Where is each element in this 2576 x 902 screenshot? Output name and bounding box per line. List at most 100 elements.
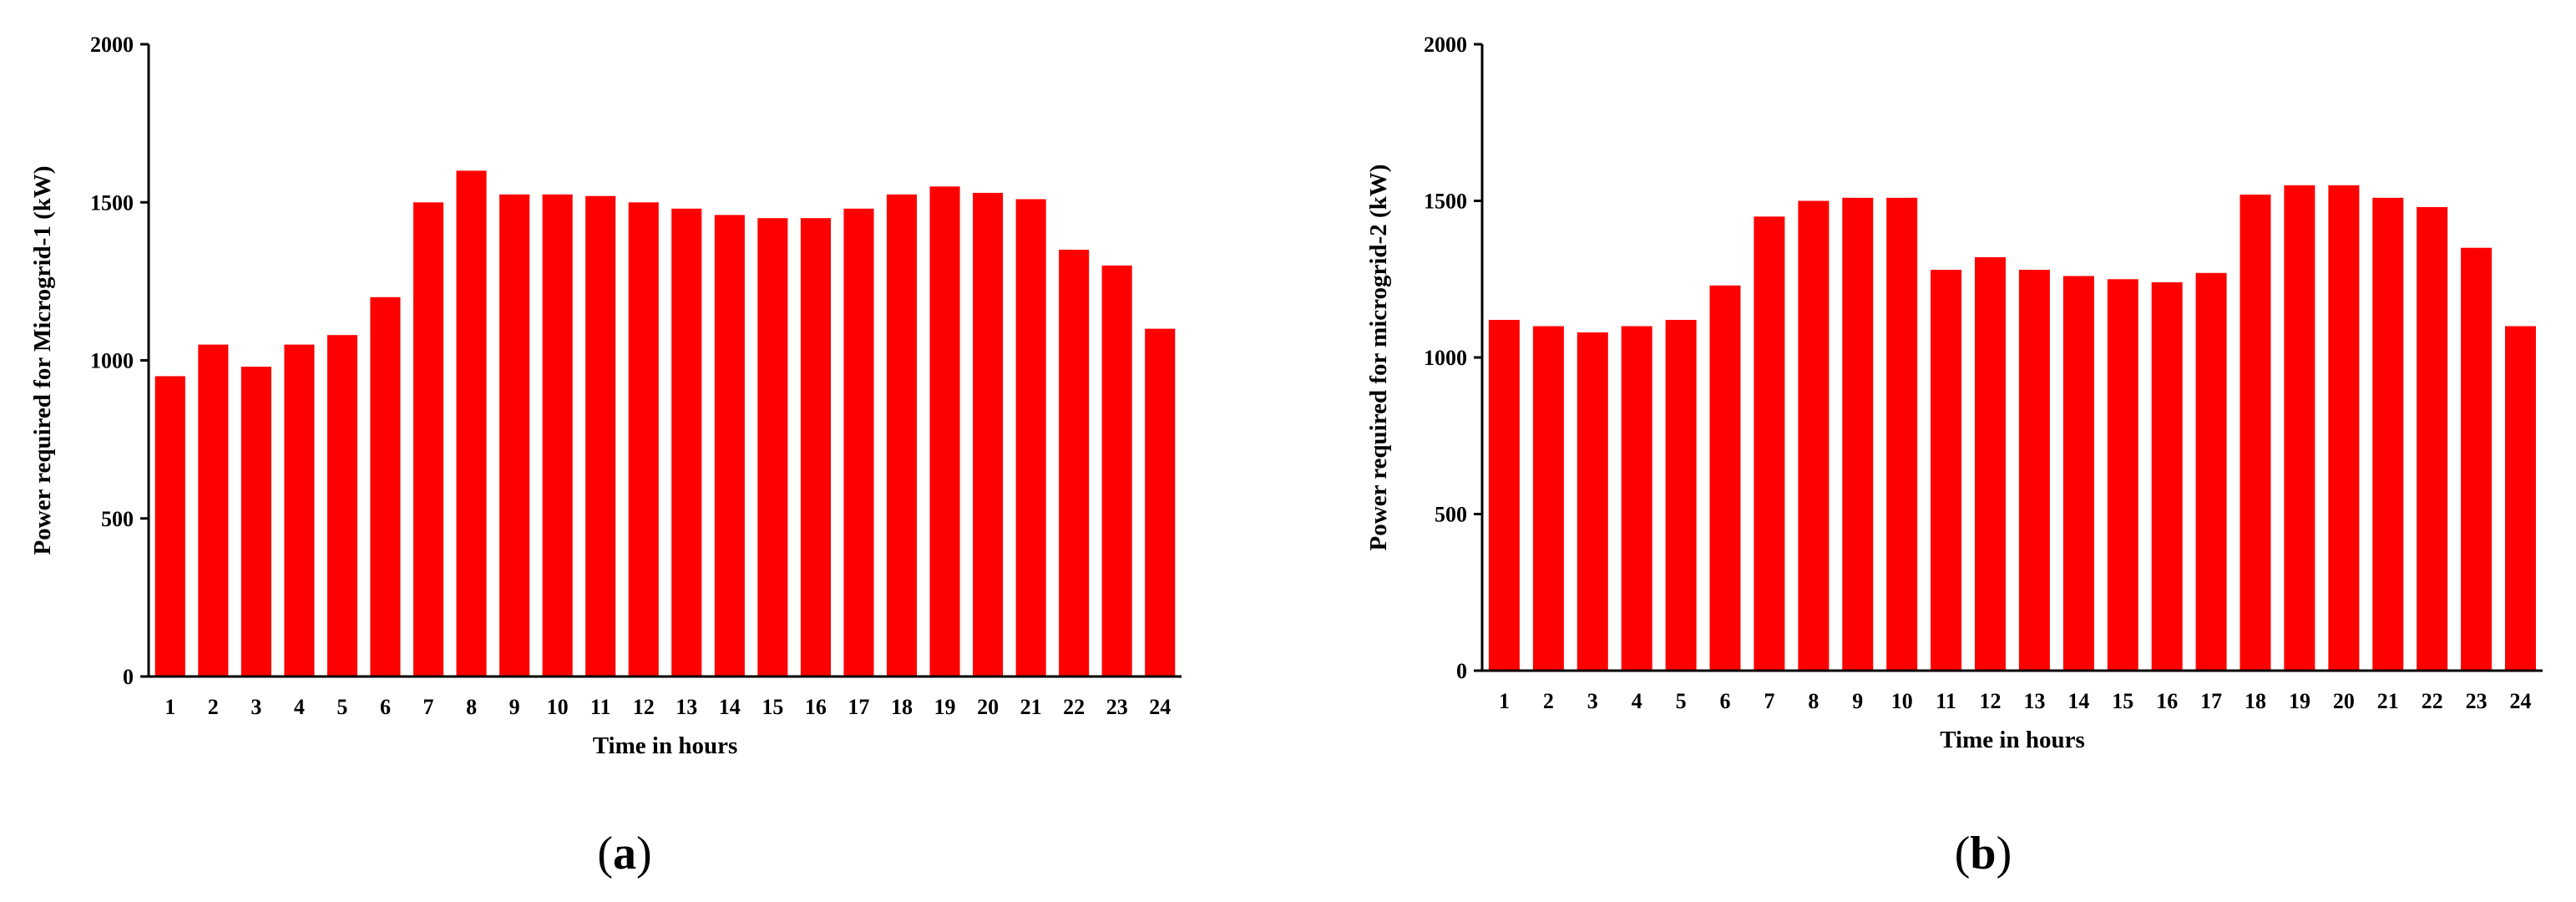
panel-label-close: ) (636, 828, 652, 879)
x-tick-label: 7 (1764, 689, 1775, 713)
x-tick-label: 16 (2156, 689, 2178, 713)
bar-hour-24 (2505, 326, 2536, 671)
x-tick-label: 1 (1499, 689, 1510, 713)
panel-label: (b) (1955, 828, 2012, 879)
bar-hour-15 (757, 218, 788, 676)
x-tick-label: 12 (1980, 689, 2002, 713)
bar-hour-6 (1709, 285, 1741, 671)
bar-hour-4 (1621, 326, 1652, 671)
x-tick-label: 2 (1543, 689, 1554, 713)
y-tick-label: 2000 (90, 33, 134, 57)
bar-hour-7 (413, 202, 444, 677)
x-tick-label: 4 (1632, 689, 1642, 713)
x-tick-label: 24 (2510, 689, 2532, 713)
y-axis-title: Power required for microgrid-2 (kW) (1365, 165, 1392, 551)
y-tick-labels: 0 500 1000 1500 2000 (1424, 33, 1482, 683)
x-tick-label: 5 (337, 695, 347, 719)
bar-hour-15 (2107, 279, 2138, 671)
x-tick-label: 3 (1587, 689, 1598, 713)
bar-hour-18 (886, 194, 917, 677)
x-tick-label: 10 (547, 695, 569, 719)
x-tick-label: 13 (676, 695, 697, 719)
bar-hour-6 (370, 296, 401, 676)
x-tick-label: 21 (2377, 689, 2399, 713)
x-tick-label: 24 (1149, 695, 1171, 719)
x-tick-label: 22 (2422, 689, 2443, 713)
x-tick-label: 14 (2067, 689, 2089, 713)
y-tick-label: 500 (101, 507, 134, 531)
x-tick-label: 8 (1808, 689, 1819, 713)
bar-hour-4 (284, 344, 315, 676)
bar-hour-2 (198, 344, 229, 676)
bar-hour-23 (1101, 265, 1132, 676)
bar-hour-22 (1059, 250, 1090, 676)
chart-panel-a: 1 2 3 4 5 6 7 8 9 10 11 12 13 14 15 16 17 18 19 20 21 22 23 24 … (29, 33, 1182, 879)
panel-label-open: ( (1955, 828, 1971, 879)
x-tick-label: 14 (719, 695, 741, 719)
panel-label-letter: a (613, 828, 636, 879)
x-tick-label: 12 (633, 695, 655, 719)
y-tick-label: 1000 (1424, 346, 1467, 370)
bar-hour-5 (1665, 320, 1697, 671)
panel-label-close: ) (1997, 828, 2012, 879)
bar-hour-19 (2284, 185, 2315, 671)
y-tick-label: 0 (123, 665, 134, 689)
x-tick-label: 17 (848, 695, 869, 719)
bar-hour-16 (800, 218, 831, 676)
bar-hour-24 (1145, 328, 1176, 676)
x-tick-label: 20 (2333, 689, 2355, 713)
x-tick-label: 11 (590, 695, 611, 719)
bar-hour-12 (1975, 257, 2006, 671)
y-tick-label: 500 (1435, 503, 1467, 527)
bar-hour-10 (1886, 197, 1918, 671)
x-tick-label: 13 (2024, 689, 2046, 713)
x-tick-label: 6 (380, 695, 391, 719)
panel-label-open: ( (597, 828, 613, 879)
x-tick-label: 2 (208, 695, 219, 719)
x-tick-label: 15 (2112, 689, 2133, 713)
bar-hour-5 (326, 335, 357, 676)
x-tick-label: 6 (1720, 689, 1731, 713)
x-tick-label: 22 (1063, 695, 1085, 719)
x-tick-label: 20 (977, 695, 999, 719)
x-tick-label: 5 (1676, 689, 1687, 713)
bar-hour-22 (2417, 207, 2448, 671)
bar-hour-20 (2328, 185, 2360, 671)
y-tick-label: 1000 (90, 349, 134, 373)
x-tick-label: 9 (509, 695, 520, 719)
bar-hour-3 (1576, 332, 1608, 671)
bar-hour-16 (2151, 282, 2183, 671)
bar-hour-2 (1532, 326, 1564, 671)
bar-hour-8 (1798, 200, 1830, 671)
bar-hour-19 (929, 186, 960, 677)
x-tick-label: 1 (164, 695, 175, 719)
x-tick-label: 21 (1020, 695, 1042, 719)
x-tick-labels: 1 2 3 4 5 6 7 8 9 10 11 12 13 14 15 16 17 18 19 20 21 22 23 24 (1499, 689, 2532, 713)
bar-hour-10 (542, 194, 573, 677)
bar-hour-17 (2195, 272, 2227, 671)
bar-hour-14 (714, 215, 745, 676)
x-tick-label: 8 (466, 695, 477, 719)
bar-hour-13 (2018, 270, 2050, 671)
x-tick-labels: 1 2 3 4 5 6 7 8 9 10 11 12 13 14 15 16 17 18 19 20 21 22 23 24 (164, 695, 1171, 719)
bar-series (154, 170, 1176, 677)
bar-hour-9 (499, 194, 530, 677)
bar-hour-14 (2062, 276, 2094, 671)
x-tick-label: 19 (934, 695, 956, 719)
x-tick-label: 9 (1852, 689, 1863, 713)
x-tick-label: 15 (762, 695, 783, 719)
x-tick-label: 23 (1106, 695, 1128, 719)
y-axis-title: Power required for Microgrid-1 (kW) (29, 165, 56, 555)
bar-hour-13 (671, 208, 702, 677)
bar-hour-21 (2372, 197, 2404, 671)
x-tick-label: 18 (891, 695, 913, 719)
x-tick-label: 3 (251, 695, 261, 719)
bar-hour-11 (1931, 270, 1962, 671)
bar-hour-12 (628, 202, 659, 677)
x-tick-label: 16 (805, 695, 827, 719)
bar-hour-7 (1754, 216, 1785, 671)
bar-hour-23 (2461, 247, 2492, 671)
bar-hour-9 (1842, 197, 1874, 671)
panel-label: (a) (597, 828, 651, 879)
x-tick-label: 19 (2289, 689, 2310, 713)
